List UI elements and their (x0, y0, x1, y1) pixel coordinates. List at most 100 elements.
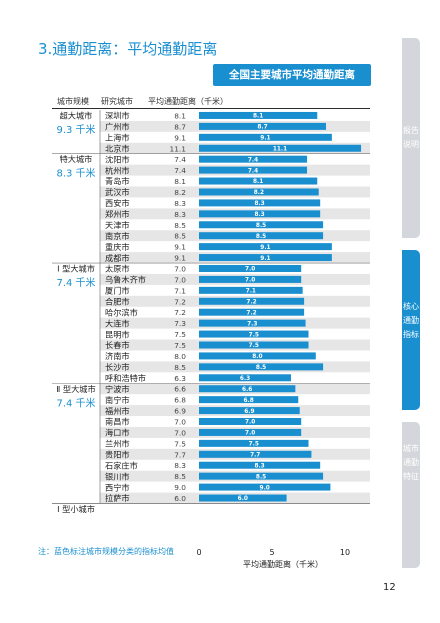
bar-data-label: 8.5 (256, 365, 266, 371)
city-label: 沈阳市 (105, 154, 130, 164)
bar-data-label: 9.0 (260, 485, 270, 491)
bar (199, 319, 306, 327)
bar-data-label: 7.7 (250, 452, 260, 458)
value-label: 8.1 (174, 111, 186, 120)
bar-data-label: 11.1 (273, 146, 287, 152)
bar (199, 254, 332, 262)
bar-data-label: 7.5 (249, 442, 259, 448)
tab-city-commute-features[interactable]: 城市通勤特征 (402, 422, 420, 568)
x-tick-label: 0 (196, 548, 201, 557)
chart-title-banner: 全国主要城市平均通勤距离 (213, 64, 371, 86)
bar (199, 199, 321, 207)
bar (199, 374, 291, 382)
value-label: 9.1 (174, 254, 186, 263)
bar (199, 308, 305, 316)
city-label: 杭州市 (105, 165, 130, 175)
bar-data-label: 6.8 (243, 398, 253, 404)
bar (199, 177, 318, 185)
bar (199, 385, 296, 393)
bar-data-label: 7.0 (245, 431, 255, 437)
bar (199, 363, 324, 371)
city-label: 成都市 (105, 253, 130, 263)
city-label: 武汉市 (105, 187, 130, 197)
bar (199, 352, 316, 360)
bar-data-label: 8.5 (256, 474, 266, 480)
bar (199, 166, 308, 174)
bar-data-label: 8.2 (254, 190, 264, 196)
city-label: 青岛市 (105, 176, 130, 186)
value-label: 8.5 (174, 363, 186, 372)
bar-data-label: 6.6 (242, 387, 252, 393)
city-label: 银川市 (105, 471, 130, 481)
tab-label: 报告说明 (403, 126, 419, 149)
value-label: 9.1 (174, 243, 186, 252)
header-rule (52, 108, 370, 109)
bar-data-label: 8.1 (253, 179, 263, 185)
bar (199, 297, 305, 305)
value-label: 7.7 (174, 450, 186, 459)
city-label: 昆明市 (105, 329, 130, 339)
city-label: 石家庄市 (105, 460, 138, 470)
city-label: 拉萨市 (105, 493, 130, 503)
city-label: 北京市 (105, 143, 130, 153)
group-mean: 9.3 千米 (56, 123, 95, 136)
value-label: 8.3 (174, 199, 186, 208)
bar (199, 286, 303, 294)
bar-data-label: 8.5 (256, 234, 266, 240)
bar (199, 483, 331, 491)
group-name: Ⅱ 型大城市 (56, 384, 95, 394)
city-label: 大连市 (105, 318, 130, 328)
bar (199, 210, 321, 218)
city-label: 贵阳市 (105, 449, 130, 459)
bar-data-label: 7.5 (249, 332, 259, 338)
value-label: 7.2 (174, 297, 186, 306)
city-label: 天津市 (105, 220, 130, 230)
sidebar-nav: 报告说明 核心通勤指标 城市通勤特征 (402, 38, 420, 568)
city-label: 兰州市 (105, 439, 130, 449)
value-label: 7.5 (174, 330, 186, 339)
bar (199, 188, 319, 196)
value-label: 7.3 (174, 319, 186, 328)
value-label: 7.0 (174, 275, 186, 284)
city-label: 长春市 (105, 340, 130, 350)
bar (199, 428, 302, 436)
tab-label: 核心通勤指标 (403, 302, 419, 339)
value-label: 7.0 (174, 428, 186, 437)
bar (199, 472, 324, 480)
bar-data-label: 7.4 (248, 168, 258, 174)
group-name: 超大城市 (60, 111, 93, 121)
group-name: Ⅰ 型小城市 (57, 504, 95, 514)
bar-data-label: 8.3 (254, 463, 264, 469)
value-label: 11.1 (170, 144, 187, 153)
city-label: 乌鲁木齐市 (105, 275, 146, 285)
value-label: 6.6 (174, 385, 186, 394)
bar (199, 232, 324, 240)
bar (199, 407, 300, 415)
value-label: 6.8 (174, 396, 186, 405)
city-label: 西宁市 (105, 482, 130, 492)
city-label: 厦门市 (105, 286, 130, 296)
bar (199, 122, 327, 130)
value-label: 7.0 (174, 418, 186, 427)
tab-core-commute-indicators[interactable]: 核心通勤指标 (402, 250, 420, 410)
header-city-scale: 城市规模 (57, 97, 89, 106)
bar-data-label: 7.1 (246, 289, 256, 295)
value-label: 8.0 (174, 352, 186, 361)
group-mean: 7.4 千米 (56, 396, 95, 409)
group-name: 特大城市 (60, 154, 93, 164)
value-label: 7.1 (174, 286, 186, 295)
value-label: 6.3 (174, 374, 186, 383)
bar (199, 450, 312, 458)
bar-data-label: 7.2 (246, 299, 256, 305)
bar-data-label: 7.5 (249, 343, 259, 349)
city-label: 广州市 (105, 122, 130, 132)
value-label: 7.5 (174, 439, 186, 448)
tab-report-notes[interactable]: 报告说明 (402, 38, 420, 238)
bar-data-label: 9.1 (260, 136, 270, 142)
bar (199, 461, 321, 469)
value-label: 8.5 (174, 472, 186, 481)
bar (199, 275, 302, 283)
x-tick-label: 5 (269, 548, 274, 557)
x-tick-label: 10 (340, 548, 350, 557)
